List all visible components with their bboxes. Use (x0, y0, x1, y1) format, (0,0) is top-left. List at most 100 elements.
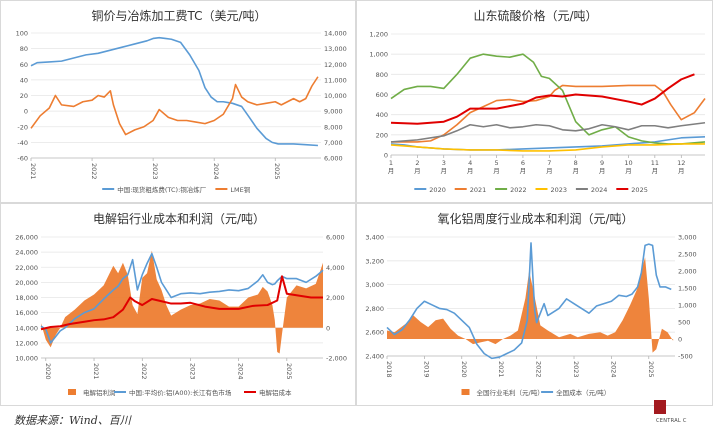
copper-chart-panel: 铜价与冶炼加工费TC（美元/吨） -60 -40 -20 0 20 40 60 80 100 6,0… (0, 0, 356, 203)
legend-label: 中国:现货粗炼费(TC):铜冶炼厂 (117, 185, 207, 194)
y2-tick-label: 1,500 (678, 285, 697, 293)
y-tick-label: 0 (384, 152, 388, 160)
y-tick-label: 2,800 (365, 305, 384, 313)
x-tick-label: 2025 (285, 363, 293, 380)
x-tick-label: 2024 (237, 363, 245, 380)
y2-tick-label: 2,000 (326, 294, 345, 302)
y-tick-label: 3,400 (365, 234, 384, 242)
y2-tick-label: 0 (678, 336, 682, 344)
x-tick-label: 2021 (497, 361, 505, 378)
y2-tick-label: 0 (326, 324, 330, 332)
x-tick-label: 12 月 (677, 159, 685, 175)
logo-text: CENTRAL C (656, 418, 687, 424)
y-tick-label: 1,000 (369, 51, 388, 59)
x-tick-label: 2021 (92, 363, 100, 380)
x-tick-label: 2023 (188, 363, 196, 380)
x-tick-label: 2023 (151, 163, 159, 180)
legend-label: 电解铝利润 (83, 388, 116, 397)
alumina-chart-panel: 氧化铝周度行业成本和利润（元/吨） 2,400 2,600 2,800 3,000 3,2… (356, 203, 713, 406)
x-tick-label: 2021 (29, 163, 37, 180)
y-tick-label: 20,000 (15, 279, 38, 287)
logo-mark-icon (654, 400, 666, 414)
y-tick-label: 200 (376, 131, 388, 139)
x-tick-label: 10 月 (624, 159, 632, 175)
y2-tick-label: 11,000 (324, 76, 347, 84)
y2-tick-label: 7,000 (324, 139, 343, 147)
legend-label: 2021 (470, 186, 487, 194)
y2-tick-label: 12,000 (324, 61, 347, 69)
y-tick-label: 60 (20, 61, 28, 69)
y2-tick-label: 6,000 (326, 234, 345, 242)
y-tick-label: 16,000 (15, 309, 38, 317)
legend-label: 2020 (429, 186, 446, 194)
series-line (391, 84, 706, 143)
y2-tick-label: 9,000 (324, 108, 343, 116)
legend-label: LME铜 (230, 185, 250, 194)
alumina-chart: 氧化铝周度行业成本和利润（元/吨） 2,400 2,600 2,800 3,000 3,2… (365, 211, 697, 397)
y-tick-label: 10,000 (15, 355, 38, 363)
chart-title: 铜价与冶炼加工费TC（美元/吨） (91, 8, 266, 23)
sulfuric-chart: 山东硫酸价格（元/吨） 0 200 400 600 800 1,000 1,200 1 月 2 月 3 月… (369, 8, 706, 194)
source-note: 数据来源：Wind、百川 (14, 414, 131, 427)
legend-label: 电解铝成本 (259, 388, 292, 397)
legend-label: 全国行业毛利（元/吨） (477, 388, 544, 397)
x-tick-label: 2022 (535, 361, 543, 378)
y-tick-label: 1,200 (369, 31, 388, 39)
electrolytic-al-chart: 电解铝行业成本和利润（元/吨） 10,000 12,000 14,000 16,000 1… (15, 211, 347, 397)
y2-tick-label: 3,000 (678, 234, 697, 242)
series-line (40, 252, 324, 344)
legend-label: 全国成本（元/吨） (556, 388, 610, 397)
x-tick-label: 2024 (212, 163, 220, 180)
legend-label: 2025 (631, 186, 648, 194)
legend-swatch (68, 389, 76, 395)
chart-title: 山东硫酸价格（元/吨） (473, 8, 597, 23)
y-tick-label: 3,000 (365, 281, 384, 289)
y-tick-label: 2,600 (365, 329, 384, 337)
y-tick-label: 18,000 (15, 294, 38, 302)
y-tick-label: 0 (24, 108, 28, 116)
series-area (387, 257, 674, 353)
y-tick-label: 80 (20, 45, 28, 53)
electrolytic-al-chart-panel: 电解铝行业成本和利润（元/吨） 10,000 12,000 14,000 16,000 1… (0, 203, 356, 406)
series-line (386, 242, 672, 360)
y2-tick-label: 500 (678, 319, 690, 327)
y2-tick-label: 14,000 (324, 30, 347, 38)
legend-label: 2022 (510, 186, 527, 194)
y-tick-label: 600 (376, 91, 388, 99)
x-tick-label: 2024 (609, 361, 617, 378)
y-tick-label: 400 (376, 111, 388, 119)
x-tick-label: 2025 (647, 361, 655, 378)
legend-label: 中国:平均价:铝(A00):长江有色市场 (129, 388, 232, 397)
legend-label: 2024 (591, 186, 608, 194)
y-tick-label: 800 (376, 71, 388, 79)
y2-tick-label: 1,000 (678, 302, 697, 310)
x-tick-label: 2025 (273, 163, 281, 180)
series-line (40, 275, 323, 331)
series-line (390, 121, 706, 143)
series-line (390, 73, 695, 125)
y-tick-label: 3,200 (365, 257, 384, 265)
y2-tick-label: 2,500 (678, 251, 697, 259)
x-tick-label: 2020 (460, 361, 468, 378)
sulfuric-chart-panel: 山东硫酸价格（元/吨） 0 200 400 600 800 1,000 1,200 1 月 2 月 3 月… (356, 0, 713, 203)
y2-tick-label: 10,000 (324, 92, 347, 100)
x-tick-label: 2022 (140, 363, 148, 380)
x-tick-label: 2023 (572, 361, 580, 378)
y-tick-label: 22,000 (15, 264, 38, 272)
x-tick-label: 2019 (422, 361, 430, 378)
y2-tick-label: 13,000 (324, 45, 347, 53)
x-tick-label: 11 月 (651, 159, 659, 175)
y-tick-label: 40 (20, 76, 28, 84)
series-line (390, 53, 706, 145)
x-tick-label: 2020 (44, 363, 52, 380)
y2-tick-label: 4,000 (326, 264, 345, 272)
y-tick-label: 2,400 (365, 353, 384, 361)
chart-title: 电解铝行业成本和利润（元/吨） (93, 211, 265, 226)
legend-label: 2023 (551, 186, 568, 194)
